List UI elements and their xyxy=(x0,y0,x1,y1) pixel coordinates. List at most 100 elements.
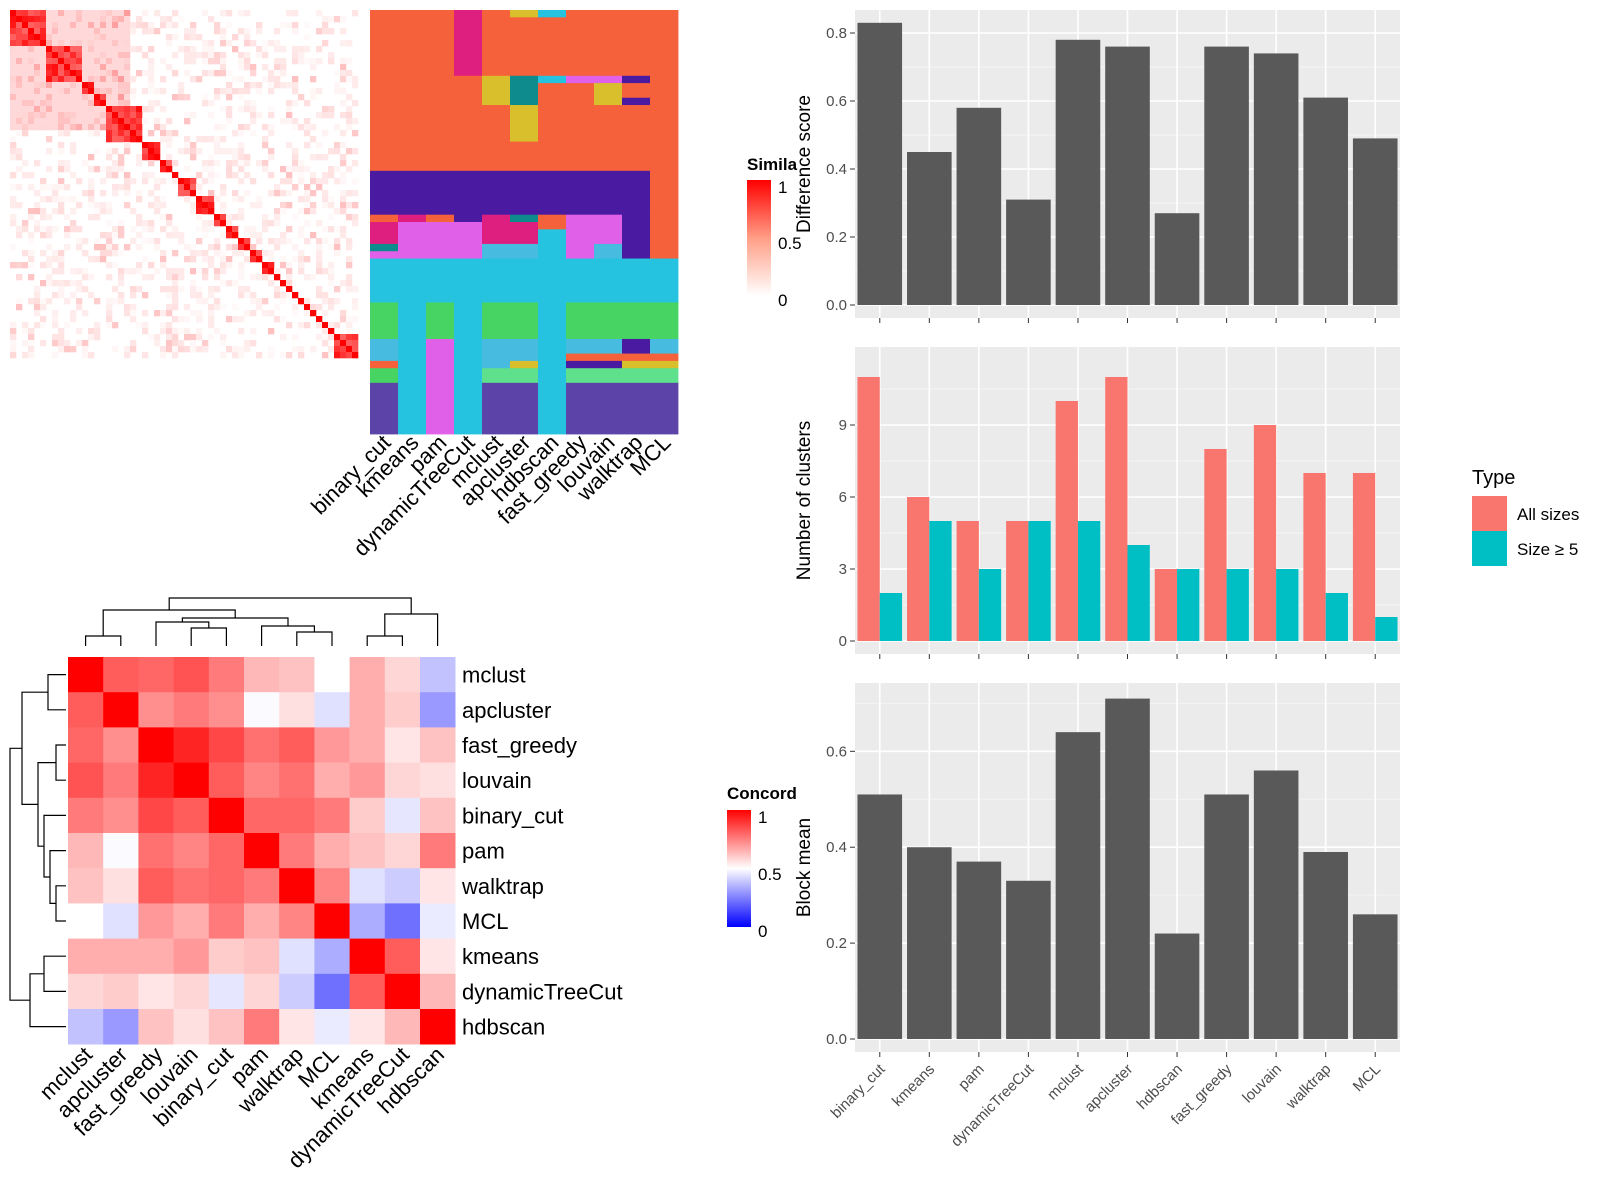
similarity-cell xyxy=(40,262,47,269)
similarity-cell xyxy=(280,334,287,341)
similarity-cell xyxy=(226,220,233,227)
similarity-cell xyxy=(232,244,239,251)
similarity-cell xyxy=(172,268,179,275)
similarity-cell xyxy=(160,256,167,263)
similarity-cell xyxy=(214,52,221,59)
similarity-cell xyxy=(88,34,95,41)
similarity-cell xyxy=(100,100,107,107)
similarity-cell xyxy=(340,190,347,197)
similarity-cell xyxy=(292,52,299,59)
similarity-cell xyxy=(286,142,293,149)
similarity-cell xyxy=(160,214,167,221)
type-legend-title: Type xyxy=(1472,467,1515,489)
concordance-cell xyxy=(244,692,280,728)
similarity-cell xyxy=(142,142,149,149)
concordance-cell xyxy=(173,903,210,939)
similarity-cell xyxy=(238,88,245,95)
similarity-cell xyxy=(70,220,77,227)
similarity-cell xyxy=(262,268,269,275)
similarity-cell xyxy=(142,106,149,113)
cluster-cell xyxy=(566,368,595,384)
similarity-cell xyxy=(208,70,215,77)
similarity-cell xyxy=(208,262,215,269)
similarity-cell xyxy=(208,256,215,263)
concordance-cell xyxy=(314,868,350,904)
similarity-cell xyxy=(40,28,47,35)
similarity-cell xyxy=(184,256,191,263)
similarity-cell xyxy=(322,40,329,47)
cluster-cell xyxy=(538,83,567,172)
similarity-cell xyxy=(124,40,131,47)
similarity-cell xyxy=(340,70,347,77)
similarity-cell xyxy=(100,256,107,263)
similarity-cell xyxy=(256,238,263,245)
similarity-cell xyxy=(340,310,347,317)
similarity-cell xyxy=(160,262,167,269)
concordance-cell xyxy=(279,868,315,904)
similarity-cell xyxy=(82,34,89,41)
similarity-cell xyxy=(286,274,293,281)
similarity-cell xyxy=(82,352,89,359)
similarity-cell xyxy=(106,136,113,143)
similarity-cell xyxy=(304,220,311,227)
cluster-cell xyxy=(622,105,651,172)
similarity-cell xyxy=(310,172,317,179)
similarity-cell xyxy=(130,112,137,119)
similarity-cell xyxy=(70,88,77,95)
similarity-cell xyxy=(130,292,137,299)
concordance-cell xyxy=(244,797,280,834)
similarity-cell xyxy=(58,280,65,287)
similarity-cell xyxy=(334,124,341,131)
similarity-cell xyxy=(64,106,71,113)
concordance-cell xyxy=(384,833,421,869)
similarity-cell xyxy=(28,34,35,41)
similarity-cell xyxy=(82,112,89,119)
y-tick-label: 0 xyxy=(839,633,847,650)
similarity-cell xyxy=(172,346,179,353)
similarity-cell xyxy=(136,106,143,113)
similarity-cell xyxy=(196,202,203,209)
similarity-cell xyxy=(292,22,299,29)
cluster-cell xyxy=(538,75,567,84)
concordance-row-label: pam xyxy=(462,839,505,864)
similarity-cell xyxy=(172,352,179,359)
similarity-cell xyxy=(166,160,173,167)
similarity-cell xyxy=(322,28,329,35)
similarity-cell xyxy=(310,310,317,317)
similarity-cell xyxy=(40,250,47,257)
similarity-cell xyxy=(88,22,95,29)
similarity-cell xyxy=(214,148,221,155)
similarity-cell xyxy=(184,148,191,155)
similarity-cell xyxy=(220,28,227,35)
similarity-cell xyxy=(10,184,17,191)
cluster-cell xyxy=(650,360,679,369)
x-tick-label: dynamicTreeCut xyxy=(948,1060,1038,1150)
similarity-cell xyxy=(130,46,137,53)
concordance-cell xyxy=(138,692,174,728)
similarity-cell xyxy=(340,28,347,35)
similarity-cell xyxy=(52,334,59,341)
similarity-cell xyxy=(112,82,119,89)
similarity-cell xyxy=(88,106,95,113)
similarity-cell xyxy=(88,88,95,95)
similarity-cell xyxy=(10,46,17,53)
similarity-cell xyxy=(64,100,71,107)
similarity-cell xyxy=(58,286,65,293)
similarity-cell xyxy=(238,208,245,215)
similarity-cell xyxy=(46,46,53,53)
concordance-cell xyxy=(314,692,350,728)
similarity-cell xyxy=(94,76,101,83)
similarity-cell xyxy=(124,22,131,29)
similarity-cell xyxy=(34,208,41,215)
similarity-cell xyxy=(52,250,59,257)
similarity-cell xyxy=(166,154,173,161)
similarity-cell xyxy=(196,190,203,197)
similarity-cell xyxy=(124,100,131,107)
similarity-cell xyxy=(286,322,293,329)
similarity-cell xyxy=(124,346,131,353)
similarity-cell xyxy=(268,280,275,287)
similarity-cell xyxy=(112,244,119,251)
similarity-cell xyxy=(268,154,275,161)
similarity-cell xyxy=(346,316,353,323)
similarity-cell xyxy=(82,52,89,59)
